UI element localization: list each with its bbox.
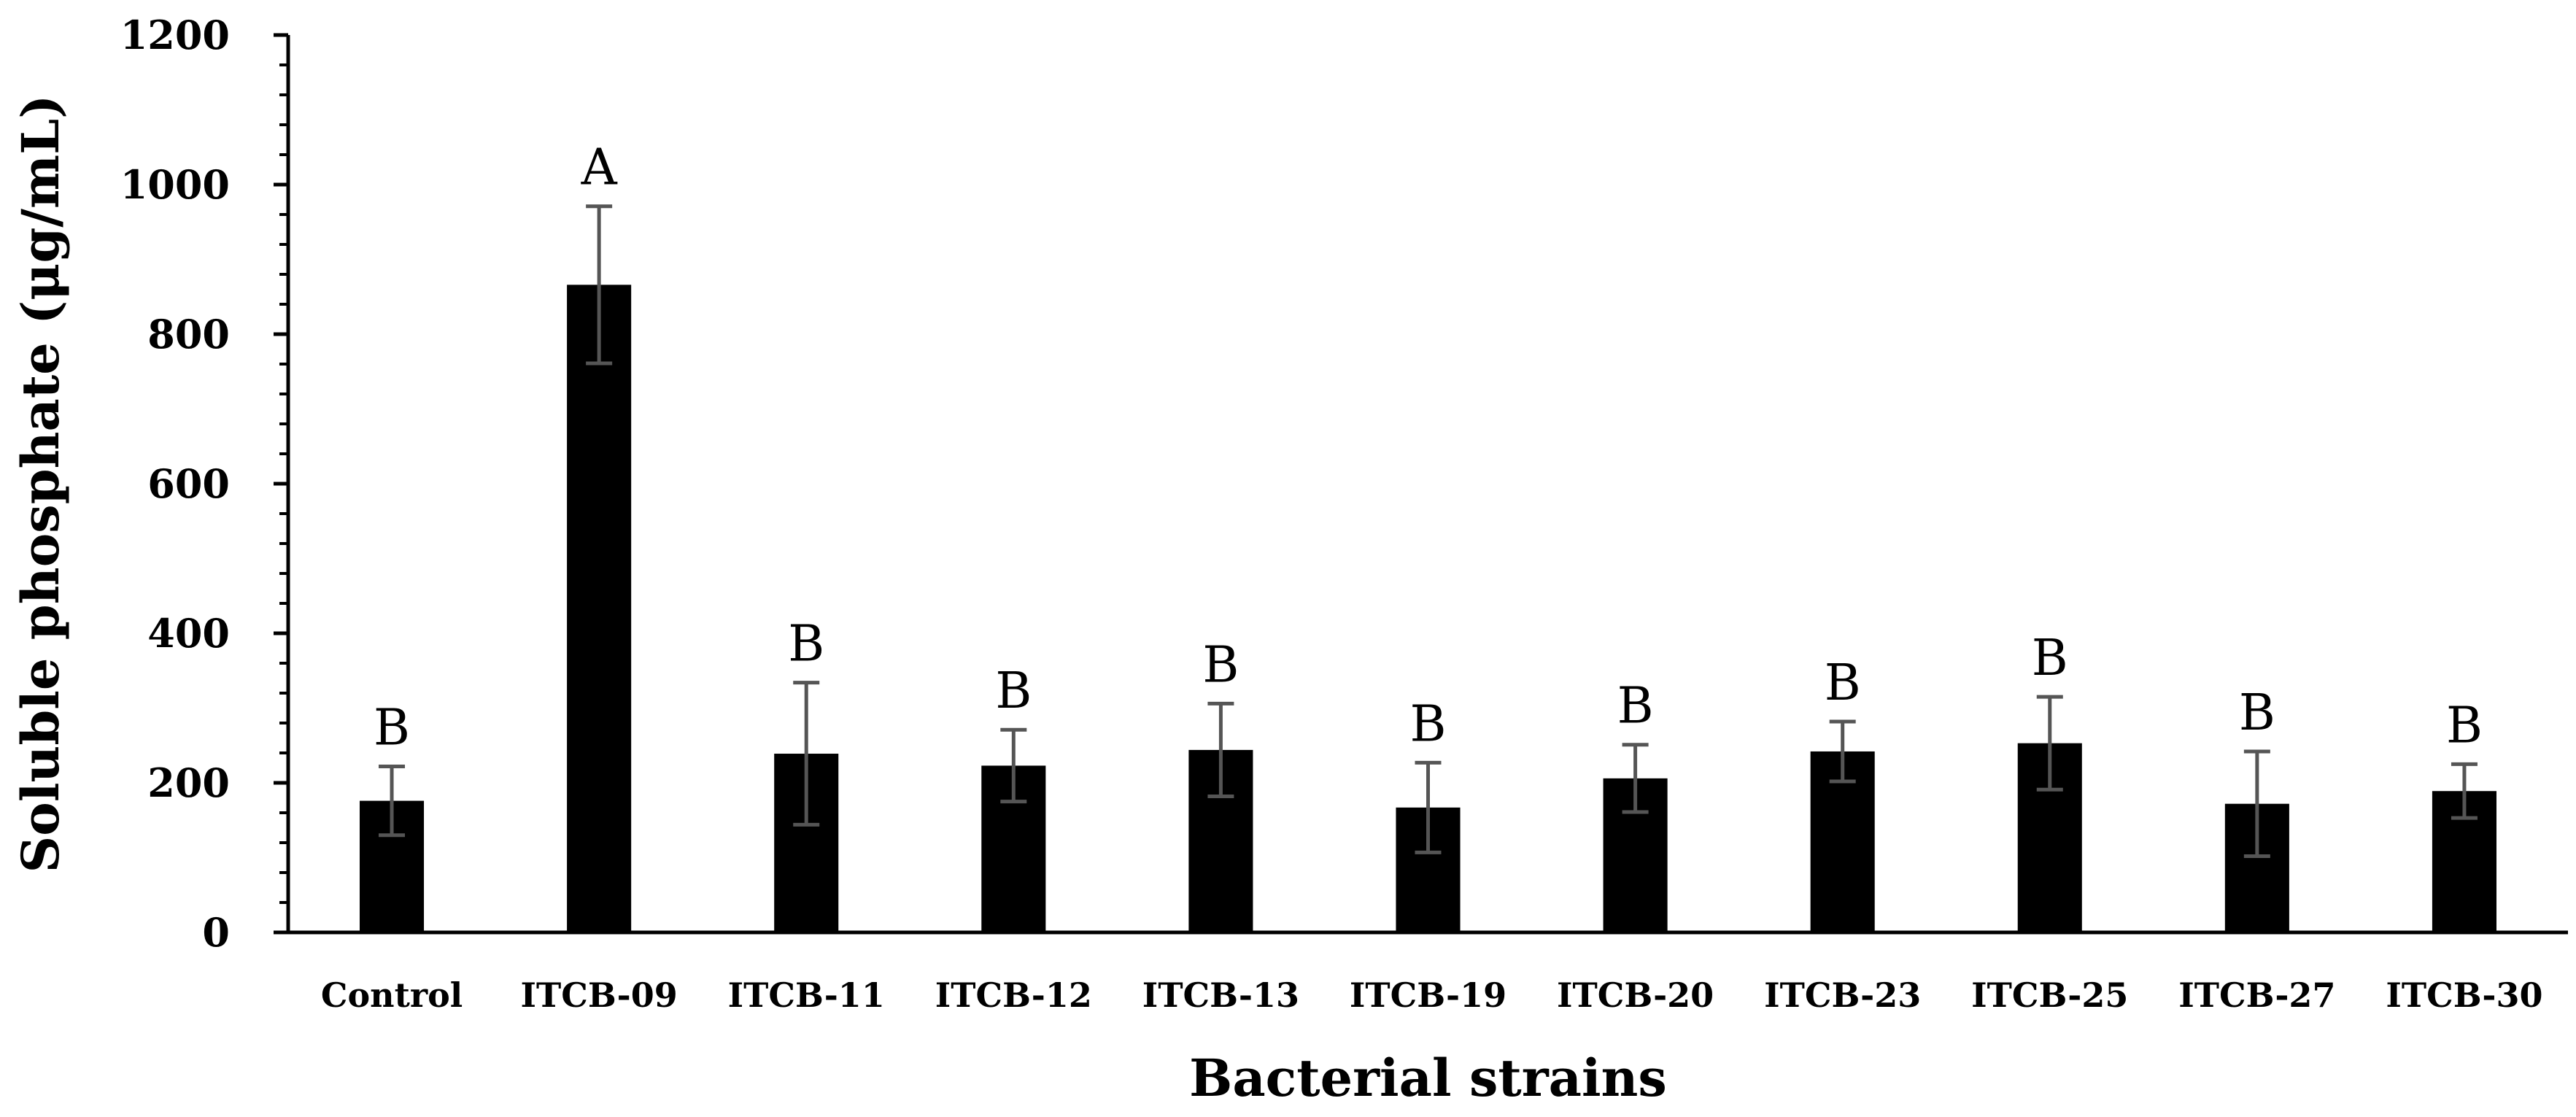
significance-label: B bbox=[788, 616, 824, 673]
bars-group bbox=[360, 285, 2496, 933]
significance-label: B bbox=[374, 699, 410, 757]
y-axis: 0 200 400 600 800 1000 1200 bbox=[120, 12, 290, 956]
y-tick-label: 1000 bbox=[120, 161, 230, 208]
x-tick-label: ITCB-23 bbox=[1764, 975, 1921, 1015]
x-tick-label: ITCB-20 bbox=[1557, 975, 1714, 1015]
x-tick-label: ITCB-19 bbox=[1350, 975, 1506, 1015]
y-tick-label: 600 bbox=[147, 460, 230, 507]
x-tick-label: ITCB-27 bbox=[2178, 975, 2335, 1015]
significance-label: B bbox=[1617, 678, 1654, 735]
significance-label: B bbox=[2239, 684, 2275, 742]
bar bbox=[567, 285, 632, 933]
significance-label: B bbox=[2032, 630, 2068, 687]
y-tick-label: 0 bbox=[202, 909, 230, 956]
significance-label: B bbox=[995, 662, 1032, 720]
y-tick-label: 200 bbox=[147, 760, 230, 806]
x-axis: Control ITCB-09 ITCB-11 ITCB-12 ITCB-13 ITCB-… bbox=[288, 930, 2568, 1015]
y-tick-label: 800 bbox=[147, 311, 230, 357]
significance-label: B bbox=[1202, 636, 1239, 694]
significance-label: B bbox=[2446, 697, 2483, 754]
significance-label: A bbox=[581, 139, 618, 197]
x-tick-label: ITCB-09 bbox=[521, 975, 678, 1015]
significance-labels-group: B A B B B B B B B B B bbox=[374, 139, 2483, 757]
y-tick-label: 400 bbox=[147, 610, 230, 657]
x-tick-label: ITCB-25 bbox=[1971, 975, 2128, 1015]
x-axis-title: Bacterial strains bbox=[1189, 1048, 1667, 1108]
x-tick-label: Control bbox=[321, 975, 463, 1015]
x-tick-label: ITCB-13 bbox=[1142, 975, 1299, 1015]
x-tick-label: ITCB-30 bbox=[2386, 975, 2542, 1015]
significance-label: B bbox=[1825, 654, 1861, 712]
x-tick-label: ITCB-12 bbox=[935, 975, 1092, 1015]
y-tick-label: 1200 bbox=[120, 12, 230, 58]
significance-label: B bbox=[1410, 695, 1447, 753]
error-bars-group bbox=[379, 204, 2478, 858]
y-axis-title: Soluble phosphate (μg/mL) bbox=[10, 95, 71, 873]
x-tick-label: ITCB-11 bbox=[728, 975, 885, 1015]
